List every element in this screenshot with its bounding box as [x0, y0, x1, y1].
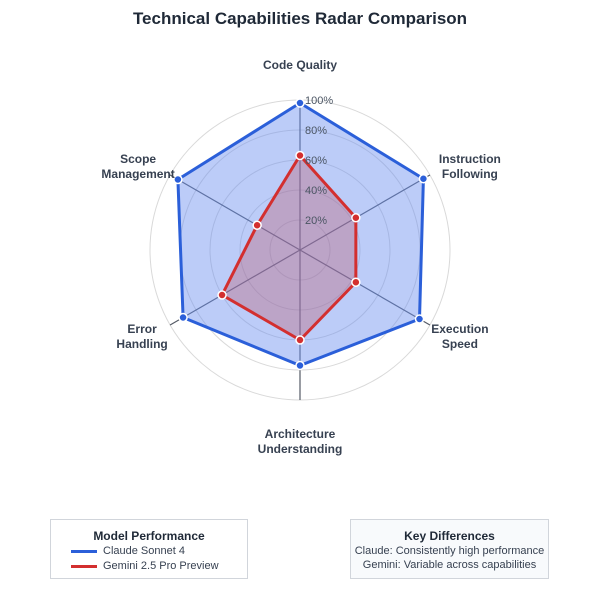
axis-label: Architecture Understanding	[258, 427, 343, 456]
legend-title: Model Performance	[93, 529, 205, 543]
axis-spoke	[169, 174, 301, 251]
axis-label-line: Following	[442, 167, 498, 181]
axis-label-line: Error	[127, 322, 157, 336]
legend-label-gemini: Gemini 2.5 Pro Preview	[103, 560, 219, 572]
tick-label: 80%	[305, 125, 327, 137]
legend-item-claude: Claude Sonnet 4	[71, 544, 247, 558]
legend-swatch-claude	[71, 549, 97, 553]
tick-label: 60%	[305, 155, 327, 167]
series-point-1	[351, 213, 361, 223]
series-point-0	[173, 174, 183, 185]
legend: Model Performance Claude Sonnet 4 Gemini…	[50, 519, 248, 579]
tick-label: 40%	[305, 185, 327, 197]
axis-label-line: Code Quality	[263, 58, 337, 72]
axis-label-line: Management	[101, 167, 174, 181]
series-point-1	[252, 220, 262, 230]
series-point-0	[418, 174, 429, 184]
chart-title: Technical Capabilities Radar Comparison	[133, 9, 467, 28]
series-point-1	[351, 277, 361, 287]
series-point-0	[295, 360, 305, 371]
radial-tick-labels: 20% 40% 60% 80% 100%	[305, 95, 333, 227]
key-difference-claude: Claude: Consistently high performance	[354, 545, 545, 557]
legend-swatch-gemini	[71, 564, 97, 568]
key-difference-gemini: Gemini: Variable across capabilities	[362, 559, 537, 571]
axis-label: Execution Speed	[431, 322, 488, 351]
tick-label: 100%	[305, 95, 333, 107]
series-point-0	[414, 314, 425, 324]
axis-spoke	[299, 174, 431, 251]
axis-label-line: Architecture	[265, 427, 336, 441]
axis-label: Scope Management	[101, 152, 174, 181]
axis-label-line: Speed	[442, 337, 478, 351]
axis-labels: Code Quality Instruction Following Executio…	[101, 58, 500, 456]
series-point-1	[295, 335, 305, 345]
tick-label: 20%	[305, 215, 327, 227]
axis-label-line: Understanding	[258, 442, 343, 456]
axis-label: Instruction Following	[439, 152, 501, 181]
series-point-0	[178, 312, 188, 323]
axis-spoke	[299, 249, 431, 326]
axis-label-line: Handling	[116, 337, 167, 351]
series-point-1	[295, 150, 305, 161]
legend-label-claude: Claude Sonnet 4	[103, 545, 185, 557]
axis-label: Error Handling	[116, 322, 167, 351]
legend-item-gemini: Gemini 2.5 Pro Preview	[71, 559, 247, 573]
axis-label-line: Execution	[431, 322, 488, 336]
axis-label: Code Quality	[263, 58, 337, 72]
series-point-0	[295, 98, 305, 108]
series-point-1	[217, 290, 227, 300]
axis-spoke	[169, 249, 301, 326]
key-differences-title: Key Differences	[404, 529, 495, 543]
key-differences-panel: Key Differences Claude: Consistently hig…	[350, 519, 549, 579]
axis-label-line: Instruction	[439, 152, 501, 166]
axis-label-line: Scope	[120, 152, 156, 166]
series-layer	[173, 98, 429, 371]
